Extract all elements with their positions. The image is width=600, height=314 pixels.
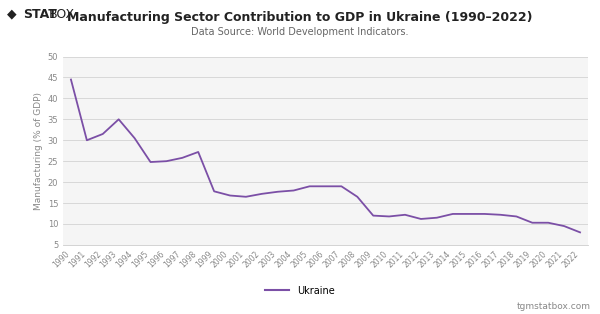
Text: tgmstatbox.com: tgmstatbox.com [517, 302, 591, 311]
Y-axis label: Manufacturing (% of GDP): Manufacturing (% of GDP) [34, 92, 43, 210]
Text: STAT: STAT [23, 8, 56, 21]
Text: Manufacturing Sector Contribution to GDP in Ukraine (1990–2022): Manufacturing Sector Contribution to GDP… [67, 11, 533, 24]
Text: BOX: BOX [49, 8, 76, 21]
Text: ◆: ◆ [7, 8, 17, 21]
Legend: Ukraine: Ukraine [261, 282, 339, 300]
Text: Data Source: World Development Indicators.: Data Source: World Development Indicator… [191, 27, 409, 37]
